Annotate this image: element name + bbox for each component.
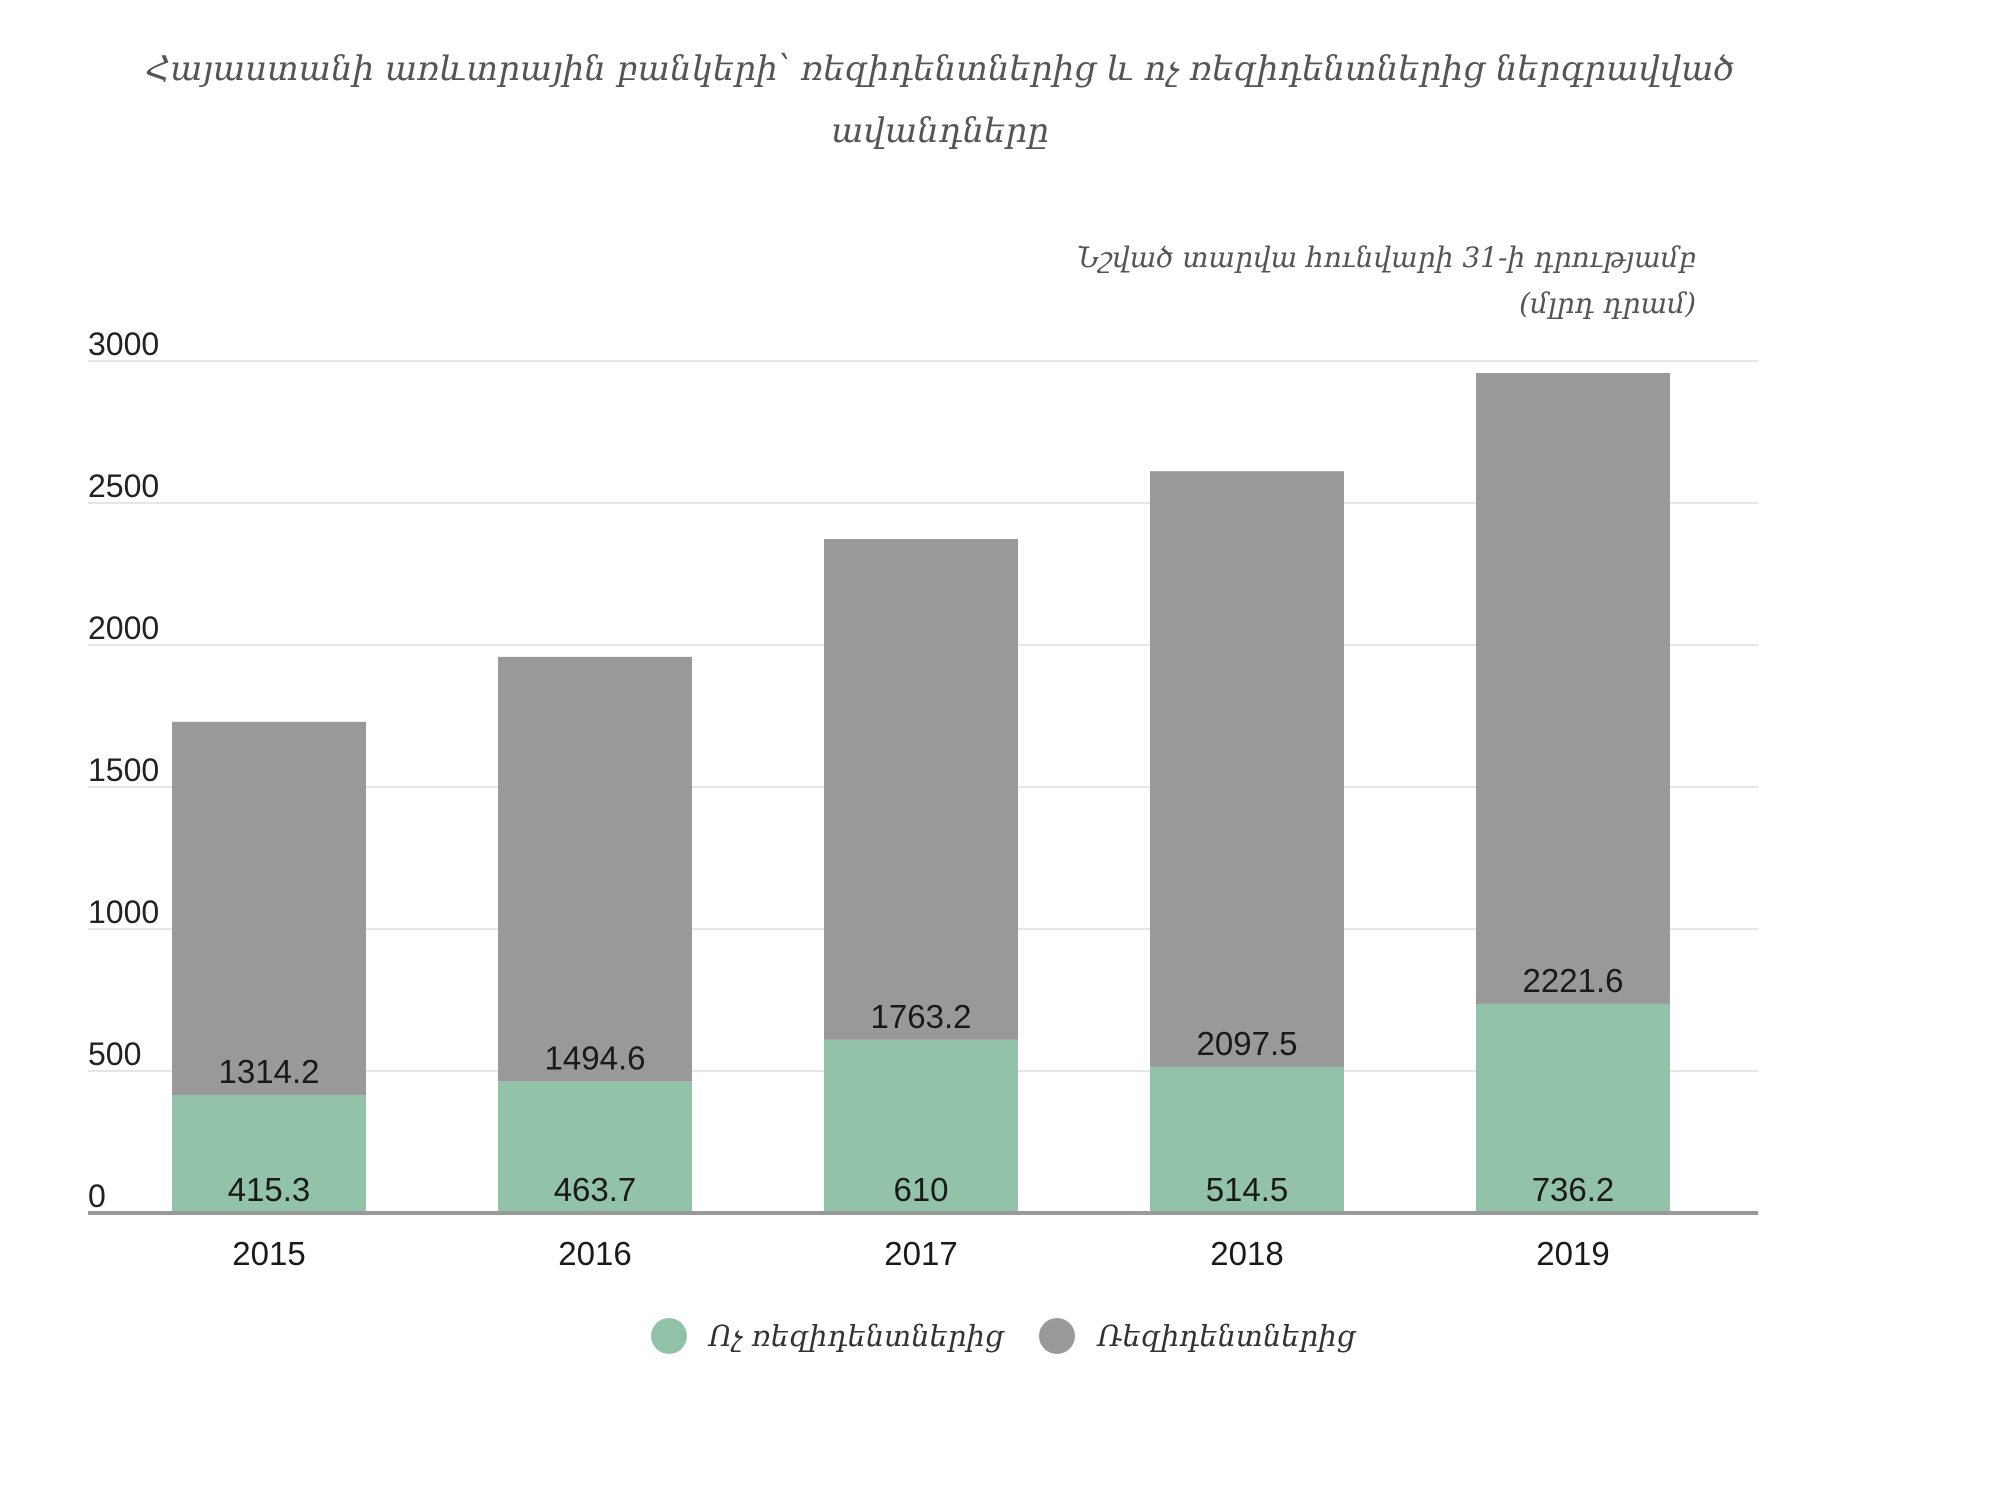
bar-non-residents-2018 — [1150, 1066, 1344, 1213]
data-label-non-residents-2015: 415.3 — [228, 1171, 311, 1208]
chart-title: Հայաստանի առևտրային բանկերի՝ ռեզիդենտներ… — [145, 49, 1735, 151]
legend-item-non-residents: Ոչ ռեզիդենտներից — [650, 1318, 1004, 1354]
y-tick-label: 1500 — [88, 752, 159, 788]
legend-label-non-residents: Ոչ ռեզիդենտներից — [708, 1319, 1004, 1353]
legend-item-residents: Ռեզիդենտներից — [1039, 1318, 1355, 1354]
data-label-residents-2019: 2221.6 — [1523, 962, 1624, 999]
bars — [172, 372, 1670, 1213]
data-label-residents-2015: 1314.2 — [219, 1053, 320, 1090]
y-tick-label: 1000 — [88, 894, 159, 930]
x-tick-label-2019: 2019 — [1536, 1235, 1609, 1272]
data-label-residents-2017: 1763.2 — [871, 998, 972, 1035]
data-label-non-residents-2018: 514.5 — [1206, 1171, 1289, 1208]
data-label-non-residents-2016: 463.7 — [554, 1171, 637, 1208]
bar-residents-2015 — [172, 721, 366, 1096]
y-tick-label: 2500 — [88, 468, 159, 504]
bar-non-residents-2019 — [1476, 1003, 1670, 1213]
x-axis-tick-labels: 2015 2016 2017 2018 2019 — [232, 1235, 1609, 1272]
bar-residents-2017 — [824, 539, 1018, 1040]
legend-swatch-non-residents — [650, 1318, 687, 1354]
legend: Ոչ ռեզիդենտներից Ռեզիդենտներից — [0, 1318, 2006, 1354]
bar-residents-2018 — [1150, 471, 1344, 1067]
y-tick-label: 3000 — [88, 326, 159, 362]
y-tick-label: 2000 — [88, 610, 159, 646]
data-label-non-residents-2019: 736.2 — [1532, 1171, 1615, 1208]
x-tick-label-2015: 2015 — [232, 1235, 305, 1272]
chart-subtitle: Նշված տարվա հունվարի 31-ի դրությամբ (մլր… — [1076, 241, 1696, 320]
x-tick-label-2016: 2016 — [558, 1235, 631, 1272]
x-tick-label-2017: 2017 — [884, 1235, 957, 1272]
y-tick-label: 500 — [88, 1036, 141, 1072]
data-label-residents-2016: 1494.6 — [545, 1039, 646, 1076]
legend-label-residents: Ռեզիդենտներից — [1097, 1319, 1356, 1353]
y-tick-label: 0 — [88, 1178, 106, 1214]
bar-non-residents-2015 — [172, 1095, 366, 1213]
bar-non-residents-2016 — [498, 1081, 692, 1213]
bar-residents-2019 — [1476, 372, 1670, 1004]
y-axis-tick-labels: 0 500 1000 1500 2000 2500 3000 — [88, 326, 159, 1214]
legend-swatch-residents — [1039, 1318, 1076, 1354]
data-label-residents-2018: 2097.5 — [1197, 1025, 1298, 1062]
x-tick-label-2018: 2018 — [1210, 1235, 1283, 1272]
data-labels: 415.3 1314.2 463.7 1494.6 610 1763.2 514.5 2097… — [219, 962, 1624, 1208]
bar-non-residents-2017 — [824, 1039, 1018, 1213]
data-label-non-residents-2017: 610 — [893, 1171, 948, 1208]
bar-residents-2016 — [498, 656, 692, 1082]
